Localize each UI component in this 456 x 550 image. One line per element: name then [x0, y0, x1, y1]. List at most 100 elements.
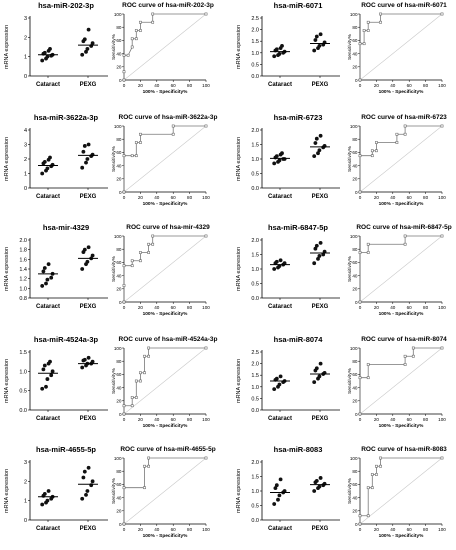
y-tick-label: 1: [24, 499, 27, 505]
data-point: [41, 367, 46, 372]
data-point: [272, 502, 277, 506]
y-tick-label: 0.0: [251, 408, 259, 414]
y-tick-label: 0.5: [251, 62, 259, 68]
x-tick-label: Cataract: [36, 82, 60, 88]
roc-point: [403, 132, 407, 136]
dot-plot-panel: hsa-miR-4524a-3p mRNA expression 0.0 0.5 1.0…: [4, 335, 108, 422]
roc-x-tick-label: 20: [138, 83, 144, 88]
data-point: [85, 489, 90, 493]
roc-point: [147, 464, 150, 468]
data-point: [40, 58, 45, 63]
y-tick-label: 1.8: [19, 248, 27, 254]
x-tick-label: PEXG: [312, 194, 329, 200]
y-tick-label: 2.0: [251, 460, 259, 466]
roc-y-tick-label: 60: [352, 372, 358, 377]
data-point: [84, 49, 88, 54]
roc-point: [134, 154, 138, 158]
data-point: [314, 243, 319, 248]
roc-x-tick-label: 100: [202, 417, 210, 422]
roc-panel: ROC curve of hsa-miR-8083 Sensitivity% 00 2…: [347, 446, 447, 539]
roc-y-tick-label: 20: [116, 509, 122, 514]
roc-point: [139, 20, 142, 24]
y-axis-label: mRNA expression: [4, 359, 10, 403]
y-tick-label: 1.5: [251, 253, 259, 259]
data-point: [42, 492, 47, 496]
data-point: [40, 171, 45, 176]
roc-point: [370, 149, 374, 153]
roc-x-tick-label: 0: [123, 305, 126, 310]
panel-title: hsa-miR-6071: [274, 1, 323, 10]
data-point: [80, 365, 85, 370]
roc-panel: ROC curve of hsa-miR-4655-5p Sensitivity%…: [111, 446, 216, 539]
roc-x-tick-label: 20: [138, 305, 144, 310]
roc-title: ROC curve of hsa-mir-4329: [126, 224, 210, 231]
roc-point: [143, 464, 146, 468]
roc-y-tick-label: 20: [116, 177, 122, 182]
x-tick-label: Cataract: [36, 416, 60, 422]
roc-point: [379, 456, 382, 460]
roc-y-tick-label: 100: [114, 456, 122, 461]
roc-point: [403, 354, 407, 358]
roc-point: [440, 346, 444, 350]
roc-y-tick-label: 40: [116, 385, 122, 390]
y-tick-label: 3: [24, 16, 27, 22]
y-tick-label: 0.0: [251, 518, 259, 524]
roc-point: [134, 37, 138, 41]
roc-x-tick-label: 0: [359, 527, 362, 532]
x-tick-label: PEXG: [312, 82, 329, 88]
data-point: [82, 37, 87, 42]
roc-y-axis-label: Sensitivity%: [347, 367, 353, 394]
roc-panel: ROC curve of hsa-mir-4329 Sensitivity% 00 2…: [111, 224, 210, 317]
roc-x-tick-label: 0: [359, 417, 362, 422]
roc-y-tick-label: 100: [114, 346, 122, 351]
roc-point: [403, 234, 407, 238]
data-point: [312, 154, 317, 159]
roc-y-tick-label: 0: [119, 522, 122, 527]
y-tick-label: 1.6: [19, 257, 27, 263]
y-tick-label: 1.0: [251, 385, 259, 391]
roc-y-tick-label: 0: [355, 78, 358, 83]
data-point: [317, 374, 322, 379]
roc-point: [403, 124, 407, 128]
roc-y-axis-label: Sensitivity%: [111, 145, 117, 172]
roc-x-tick-label: 20: [374, 83, 380, 88]
data-point: [274, 47, 279, 52]
roc-x-tick-label: 80: [423, 83, 429, 88]
y-tick-label: 0.0: [19, 408, 27, 414]
roc-point: [366, 514, 370, 518]
roc-point: [375, 464, 378, 468]
data-point: [42, 160, 47, 164]
data-point: [42, 50, 47, 55]
data-point: [277, 264, 282, 268]
y-tick-label: 0.0: [251, 296, 259, 302]
roc-y-tick-label: 80: [352, 137, 358, 142]
roc-y-tick-label: 60: [352, 38, 358, 43]
data-point: [84, 160, 88, 165]
roc-point: [358, 78, 362, 82]
roc-y-tick-label: 0: [119, 412, 122, 417]
roc-x-axis-label: 100% - Specificity%: [143, 533, 189, 539]
x-tick-label: PEXG: [80, 82, 97, 88]
data-point: [274, 483, 279, 488]
roc-curve: [123, 235, 206, 302]
reference-diagonal: [123, 13, 207, 81]
roc-point: [440, 12, 444, 16]
roc-x-tick-label: 80: [423, 417, 429, 422]
roc-point: [375, 141, 378, 144]
roc-y-tick-label: 100: [114, 124, 122, 129]
data-point: [90, 253, 95, 258]
roc-point: [134, 396, 138, 399]
roc-point: [122, 70, 126, 74]
roc-x-tick-label: 20: [374, 527, 380, 532]
roc-point: [171, 124, 175, 128]
y-tick-label: 1.0: [251, 489, 259, 495]
y-tick-label: 0: [24, 518, 27, 524]
roc-x-tick-label: 80: [423, 305, 429, 310]
roc-x-tick-label: 100: [202, 305, 210, 310]
x-tick-label: PEXG: [312, 526, 329, 532]
roc-point: [122, 154, 126, 158]
y-tick-label: 1.0: [251, 51, 259, 57]
data-point: [45, 498, 50, 503]
y-axis-label: mRNA expression: [236, 137, 242, 181]
y-axis-label: mRNA expression: [236, 247, 242, 291]
